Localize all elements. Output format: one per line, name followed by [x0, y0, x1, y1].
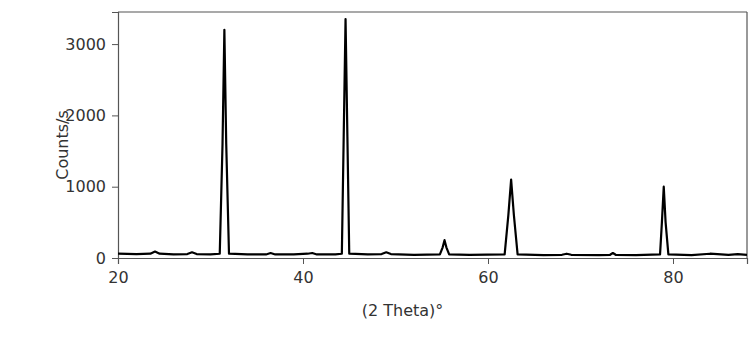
plot: 20 40 60 80 0 1000 2000 3000: [65, 12, 747, 287]
xrd-line: [118, 19, 747, 255]
x-tick: 40: [293, 258, 313, 287]
frame-top: [118, 11, 747, 12]
x-axis-line: [119, 259, 748, 265]
y-tick: 2000: [65, 106, 118, 125]
y-tick-mark: [112, 258, 118, 259]
x-tick-label: 40: [293, 268, 313, 287]
x-tick: 80: [663, 258, 683, 287]
chart: 20 40 60 80 0 1000 2000 3000 (2 Theta)° Counts/s: [0, 0, 755, 353]
y-tick-mark: [112, 187, 118, 188]
series: [118, 19, 747, 255]
frame-right: [746, 12, 747, 258]
y-axis-title: Counts/s: [53, 110, 72, 180]
y-tick-label: 3000: [65, 35, 106, 54]
x-tick: 60: [478, 258, 498, 287]
y-axis-line: [112, 13, 119, 259]
x-tick-label: 80: [663, 268, 683, 287]
x-tick-mark: [488, 258, 489, 264]
y-tick-label: 0: [96, 249, 106, 268]
y-tick-mark: [112, 115, 118, 116]
x-tick: 20: [108, 258, 128, 287]
y-tick: 3000: [65, 35, 118, 54]
y-tick-mark: [112, 44, 118, 45]
y-tick: 1000: [65, 177, 118, 196]
x-tick-mark: [673, 258, 674, 264]
x-tick-mark: [303, 258, 304, 264]
y-tick: 0: [96, 249, 118, 268]
x-tick-label: 20: [108, 268, 128, 287]
x-axis-title: (2 Theta)°: [362, 301, 444, 320]
y-axis: 0 1000 2000 3000: [65, 13, 118, 268]
x-tick-label: 60: [478, 268, 498, 287]
x-axis: 20 40 60 80: [108, 258, 747, 287]
